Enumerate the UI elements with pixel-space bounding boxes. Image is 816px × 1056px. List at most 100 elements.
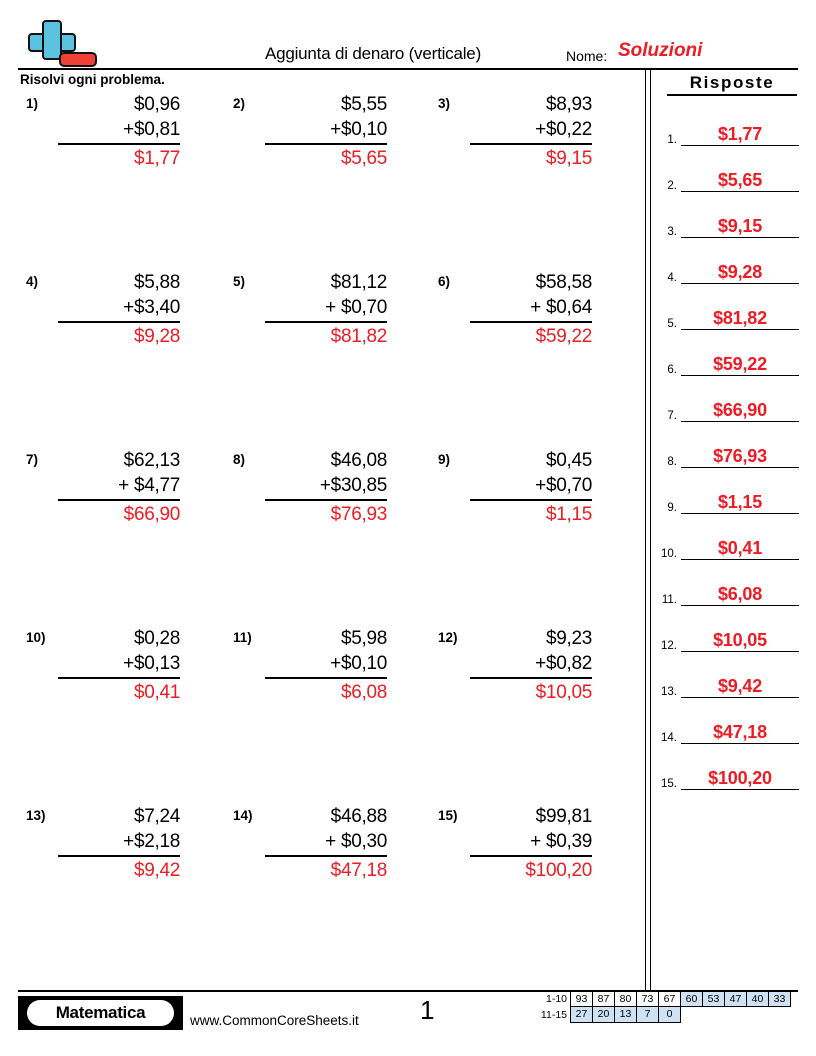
- problem-number: 2): [233, 96, 246, 111]
- answer-sum: $76,93: [330, 504, 388, 525]
- answer-value: $66,90: [681, 400, 799, 422]
- addend-second: +$0,10: [265, 117, 387, 145]
- problem-item: 14) $46,88 + $0,30 $47,18: [225, 804, 415, 890]
- problem-row: 7) $62,13 + $4,77 $66,90 8) $46,08 +$30,…: [0, 448, 645, 626]
- answer-value: $6,08: [681, 584, 799, 606]
- answer-number: 7.: [667, 410, 677, 422]
- problem-item: 2) $5,55 +$0,10 $5,65: [225, 92, 415, 178]
- problem-stack: $5,98 +$0,10 $6,08: [265, 626, 387, 705]
- answer-row: 5. $81,82: [655, 306, 801, 330]
- problem-item: 6) $58,58 + $0,64 $59,22: [430, 270, 620, 356]
- scale-cell: 0: [658, 1006, 681, 1023]
- scale-cell: 13: [614, 1006, 637, 1023]
- answer-row: 13. $9,42: [655, 674, 801, 698]
- answer-value: $9,15: [681, 216, 799, 238]
- site-url: www.CommonCoreSheets.it: [190, 1013, 359, 1028]
- answer-number: 2.: [667, 180, 677, 192]
- problem-item: 11) $5,98 +$0,10 $6,08: [225, 626, 415, 712]
- answer-row: 4. $9,28: [655, 260, 801, 284]
- answer-sum: $9,15: [545, 148, 592, 169]
- addend-first: $46,08: [330, 450, 388, 471]
- answer-number: 13.: [661, 686, 677, 698]
- grading-scale-table: 1-10 93 87 80 73 67 60 53 47 40 33 11-15…: [527, 991, 791, 1023]
- addend-first: $81,12: [330, 272, 388, 293]
- answer-row: 2. $5,65: [655, 168, 801, 192]
- problem-stack: $0,45 +$0,70 $1,15: [470, 448, 592, 527]
- answer-sum: $9,28: [133, 326, 180, 347]
- problem-number: 1): [26, 96, 39, 111]
- answer-sum: $5,65: [340, 148, 387, 169]
- problem-number: 12): [438, 630, 458, 645]
- brand-badge: Matematica: [18, 996, 183, 1030]
- answer-sum: $1,15: [545, 504, 592, 525]
- problem-row: 13) $7,24 +$2,18 $9,42 14) $46,88 + $0,3…: [0, 804, 645, 982]
- problem-item: 4) $5,88 +$3,40 $9,28: [18, 270, 208, 356]
- addend-second: +$0,13: [58, 651, 180, 679]
- problem-grid: 1) $0,96 +$0,81 $1,77 2) $5,55 +$0,10 $5…: [0, 92, 645, 982]
- vertical-divider: [645, 70, 651, 990]
- answer-value: $59,22: [681, 354, 799, 376]
- answer-number: 1.: [667, 134, 677, 146]
- addend-first: $7,24: [133, 806, 180, 827]
- answer-value: $10,05: [681, 630, 799, 652]
- instruction-text: Risolvi ogni problema.: [20, 72, 165, 87]
- answer-value: $100,20: [681, 768, 799, 790]
- problem-stack: $5,55 +$0,10 $5,65: [265, 92, 387, 171]
- answer-sum: $47,18: [330, 860, 388, 881]
- scale-cell: 80: [614, 991, 637, 1007]
- addend-first: $5,98: [340, 628, 387, 649]
- scale-cell: 7: [636, 1006, 659, 1023]
- problem-number: 15): [438, 808, 458, 823]
- problem-item: 3) $8,93 +$0,22 $9,15: [430, 92, 620, 178]
- problem-item: 1) $0,96 +$0,81 $1,77: [18, 92, 208, 178]
- answer-row: 1. $1,77: [655, 122, 801, 146]
- answer-sum: $10,05: [535, 682, 593, 703]
- problem-number: 4): [26, 274, 39, 289]
- problem-stack: $9,23 +$0,82 $10,05: [470, 626, 592, 705]
- addend-second: + $4,77: [58, 473, 180, 501]
- problem-number: 10): [26, 630, 46, 645]
- problem-stack: $46,88 + $0,30 $47,18: [265, 804, 387, 883]
- answer-row: 6. $59,22: [655, 352, 801, 376]
- addend-second: +$3,40: [58, 295, 180, 323]
- addend-second: + $0,64: [470, 295, 592, 323]
- scale-cell: 33: [768, 991, 791, 1007]
- problem-item: 13) $7,24 +$2,18 $9,42: [18, 804, 208, 890]
- problem-item: 12) $9,23 +$0,82 $10,05: [430, 626, 620, 712]
- problem-stack: $62,13 + $4,77 $66,90: [58, 448, 180, 527]
- addend-second: +$0,70: [470, 473, 592, 501]
- answer-sum: $100,20: [525, 860, 592, 881]
- brand-label: Matematica: [27, 1000, 174, 1026]
- answer-value: $9,28: [681, 262, 799, 284]
- problem-number: 13): [26, 808, 46, 823]
- name-value: Soluzioni: [618, 40, 703, 61]
- problem-number: 5): [233, 274, 246, 289]
- answer-number: 15.: [661, 778, 677, 790]
- addend-first: $5,55: [340, 94, 387, 115]
- addend-first: $9,23: [545, 628, 592, 649]
- problem-number: 8): [233, 452, 246, 467]
- answer-number: 11.: [661, 594, 677, 606]
- problem-stack: $7,24 +$2,18 $9,42: [58, 804, 180, 883]
- answer-sum: $1,77: [133, 148, 180, 169]
- answer-row: 10. $0,41: [655, 536, 801, 560]
- scale-cell: 27: [570, 1006, 593, 1023]
- problem-row: 10) $0,28 +$0,13 $0,41 11) $5,98 +$0,10 …: [0, 626, 645, 804]
- addend-first: $0,96: [133, 94, 180, 115]
- problem-stack: $0,28 +$0,13 $0,41: [58, 626, 180, 705]
- addend-second: +$0,22: [470, 117, 592, 145]
- problem-number: 14): [233, 808, 253, 823]
- answer-row: 8. $76,93: [655, 444, 801, 468]
- problem-item: 15) $99,81 + $0,39 $100,20: [430, 804, 620, 890]
- scale-cell: 40: [746, 991, 769, 1007]
- answer-value: $1,77: [681, 124, 799, 146]
- answer-value: $76,93: [681, 446, 799, 468]
- addend-second: +$0,10: [265, 651, 387, 679]
- answer-row: 11. $6,08: [655, 582, 801, 606]
- problem-stack: $8,93 +$0,22 $9,15: [470, 92, 592, 171]
- plus-center-fill: [45, 35, 59, 50]
- answer-sum: $66,90: [123, 504, 181, 525]
- name-label: Nome:: [566, 48, 608, 64]
- addend-second: + $0,39: [470, 829, 592, 857]
- addend-second: +$2,18: [58, 829, 180, 857]
